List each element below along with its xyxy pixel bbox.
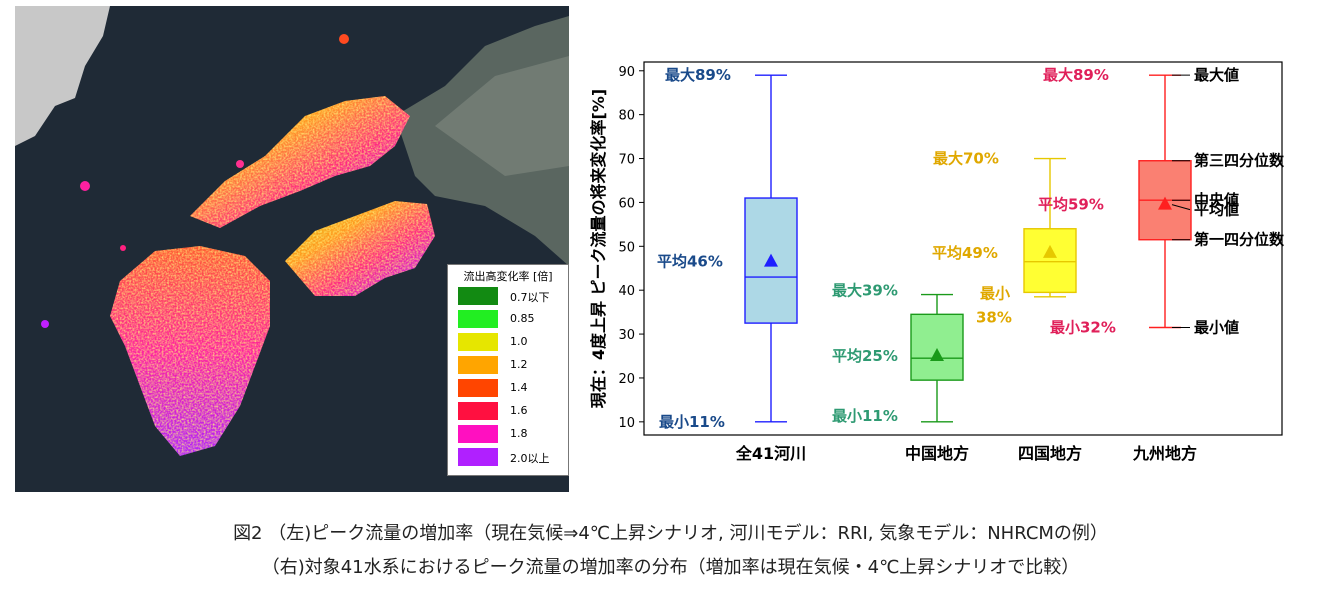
annotation-q1: 第一四分位数 xyxy=(1194,231,1285,249)
mean-marker xyxy=(930,348,944,362)
legend-label: 0.7以下 xyxy=(510,291,550,304)
data-label-min: 最小11% xyxy=(659,413,725,431)
annotation-min: 最小値 xyxy=(1194,318,1239,336)
data-label-mean: 平均25% xyxy=(832,347,898,365)
legend-swatch xyxy=(458,333,498,351)
data-label-max: 最大70% xyxy=(933,150,999,168)
legend-swatch xyxy=(458,379,498,397)
legend-label: 1.0 xyxy=(510,335,528,348)
data-label-max: 最大89% xyxy=(665,66,731,84)
y-tick-label: 40 xyxy=(618,284,635,299)
legend-label: 1.2 xyxy=(510,358,528,371)
plot-frame xyxy=(643,61,1283,436)
map-legend: 流出高変化率 [倍] 0.7以下 0.85 1.0 1.2 1.4 1.6 1.… xyxy=(447,264,569,476)
y-tick-label: 70 xyxy=(618,153,635,168)
legend-label: 1.8 xyxy=(510,427,528,440)
boxplot-chart: 10 20 30 40 50 60 70 80 90 現在：4度上昇 ピーク流量の将来変化率[%]… xyxy=(582,50,1322,470)
y-tick-label: 30 xyxy=(618,328,635,343)
legend-title: 流出高変化率 [倍] xyxy=(463,270,553,283)
boxplot-svg: 10 20 30 40 50 60 70 80 90 現在：4度上昇 ピーク流量の将来変化率[%]… xyxy=(589,61,1285,463)
legend-label: 1.4 xyxy=(510,381,528,394)
y-axis-label: 現在：4度上昇 ピーク流量の将来変化率[%] xyxy=(589,89,608,408)
caption-line-2: （右)対象41水系におけるピーク流量の増加率の分布（増加率は現在気候・4℃上昇シ… xyxy=(261,557,1080,578)
legend-label: 0.85 xyxy=(510,312,535,325)
annotation-median: 中央値 xyxy=(1194,191,1239,209)
legend-swatch xyxy=(458,425,498,443)
legend-swatch xyxy=(458,448,498,466)
data-label-min: 最小 xyxy=(980,285,1010,303)
mean-marker xyxy=(764,253,778,267)
x-tick-label: 四国地方 xyxy=(1018,444,1082,463)
y-tick-label: 80 xyxy=(618,109,635,124)
legend-swatch xyxy=(458,402,498,420)
x-tick-label: 九州地方 xyxy=(1132,444,1197,463)
legend-swatch xyxy=(458,356,498,374)
y-tick-label: 10 xyxy=(618,416,635,431)
data-label-min: 最小11% xyxy=(832,407,898,425)
mean-marker xyxy=(1043,244,1057,258)
annotation-mean-leader xyxy=(1171,204,1191,211)
legend-swatch xyxy=(458,310,498,328)
box-iqr xyxy=(910,313,964,381)
x-tick-label: 中国地方 xyxy=(905,444,969,463)
annotation-mean: 平均値 xyxy=(1194,201,1239,219)
data-label-mean: 平均59% xyxy=(1038,196,1104,214)
legend-label: 2.0以上 xyxy=(510,452,550,465)
mean-marker xyxy=(1158,196,1172,210)
caption-line-1: 図2 （左)ピーク流量の増加率（現在気候⇒4℃上昇シナリオ, 河川モデル：RRI… xyxy=(233,523,1108,544)
x-tick-label: 全41河川 xyxy=(735,444,806,463)
map-image xyxy=(15,6,569,492)
data-label-min: 38% xyxy=(976,309,1012,327)
data-label-mean: 平均49% xyxy=(932,244,998,262)
y-tick-label: 50 xyxy=(618,240,635,255)
y-tick-label: 90 xyxy=(618,65,635,80)
data-label-max: 最大39% xyxy=(832,282,898,300)
legend-swatch xyxy=(458,287,498,305)
data-label-min: 最小32% xyxy=(1050,318,1116,336)
y-tick-label: 20 xyxy=(618,372,635,387)
flood-change-map: 流出高変化率 [倍] 0.7以下 0.85 1.0 1.2 1.4 1.6 1.… xyxy=(15,6,569,492)
annotation-q3: 第三四分位数 xyxy=(1194,152,1285,170)
y-tick-label: 60 xyxy=(618,196,635,211)
box-iqr xyxy=(1023,228,1077,294)
data-label-max: 最大89% xyxy=(1043,66,1109,84)
annotation-max: 最大値 xyxy=(1194,66,1239,84)
data-label-mean: 平均46% xyxy=(657,253,723,271)
legend-label: 1.6 xyxy=(510,404,528,417)
